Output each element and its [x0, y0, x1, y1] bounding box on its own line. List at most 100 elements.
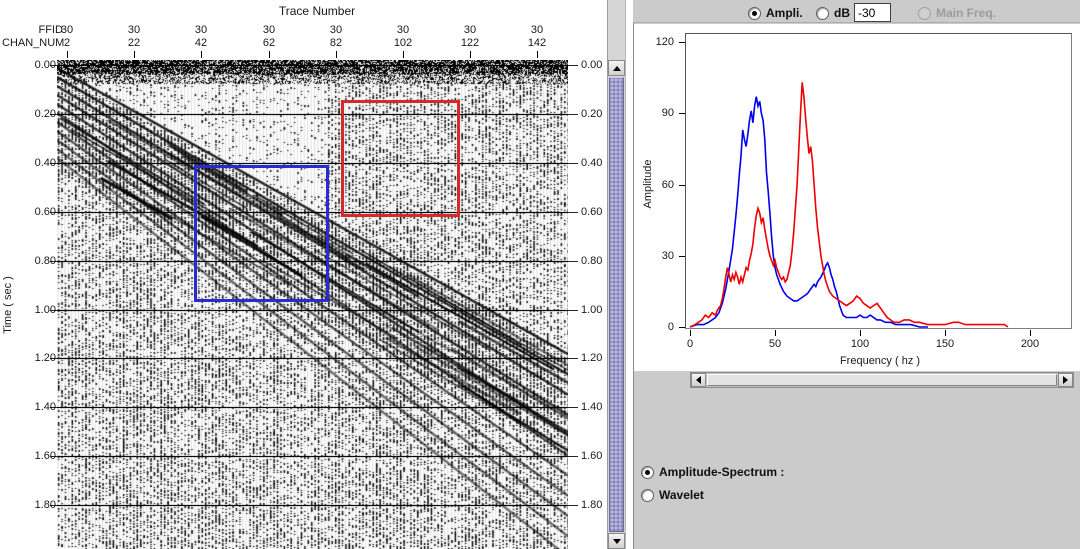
chart-x-tick: [775, 330, 776, 336]
chart-x-tick: [860, 330, 861, 336]
time-gridline: [50, 65, 578, 66]
ffid-value: 30: [194, 24, 208, 36]
trace-tick-mark: [336, 51, 337, 58]
chart-x-tick: [690, 330, 691, 336]
time-tick-label-right: 1.20: [581, 352, 603, 364]
spectrum-horizontal-scrollbar[interactable]: [690, 372, 1074, 388]
chan-num-value: 142: [527, 37, 547, 49]
db-radio[interactable]: [816, 7, 829, 20]
vertical-scrollbar-thumb[interactable]: [609, 77, 624, 532]
time-gridline: [50, 456, 578, 457]
trace-tick-mark: [201, 51, 202, 58]
chart-x-tick: [945, 330, 946, 336]
time-gridline: [50, 261, 578, 262]
main-freq-radio-label: Main Freq.: [936, 6, 997, 20]
arrow-right-icon: [1063, 376, 1068, 384]
time-tick-label-left: 0.20: [34, 108, 56, 120]
main-freq-radio: [918, 7, 931, 20]
db-radio-label: dB: [834, 6, 850, 20]
time-tick-label-right: 1.40: [581, 401, 603, 413]
time-tick-label-right: 1.60: [581, 450, 603, 462]
chart-x-tick-label: 150: [935, 338, 955, 350]
chart-x-axis-title: Frequency ( hz ): [839, 355, 921, 367]
chan-num-value: 122: [460, 37, 480, 49]
trace-tick-mark: [67, 51, 68, 58]
time-gridline: [50, 505, 578, 506]
wavelet-radio[interactable]: [641, 489, 654, 502]
chart-y-tick-label: 30: [661, 250, 674, 262]
ffid-row-label: FFID: [38, 24, 63, 36]
chan-num-value: 2: [63, 37, 71, 49]
scroll-down-button[interactable]: [608, 533, 625, 549]
time-tick-label-left: 1.40: [34, 401, 56, 413]
selection-box-blue[interactable]: [194, 165, 329, 302]
db-threshold-input[interactable]: [854, 3, 891, 22]
red-spectrum-curve: [689, 82, 1009, 328]
selection-box-red[interactable]: [341, 100, 460, 217]
ffid-value: 30: [530, 24, 544, 36]
chart-x-tick: [1030, 330, 1031, 336]
scroll-up-button[interactable]: [608, 60, 625, 76]
seismic-vertical-scrollbar[interactable]: [607, 0, 626, 549]
trace-tick-mark: [403, 51, 404, 58]
time-tick-label-right: 1.00: [581, 304, 603, 316]
time-tick-label-left: 0.60: [34, 206, 56, 218]
time-gridline: [50, 212, 578, 213]
time-gridline: [50, 407, 578, 408]
chart-x-tick-label: 100: [850, 338, 870, 350]
trace-tick-mark: [134, 51, 135, 58]
time-tick-label-left: 1.60: [34, 450, 56, 462]
blue-spectrum-curve: [689, 96, 928, 328]
chart-x-tick-label: 200: [1020, 338, 1040, 350]
seismic-trace-display[interactable]: [57, 60, 568, 549]
time-gridline: [50, 163, 578, 164]
seismic-panel: Trace Number FFID CHAN_NUM 30 2 30 22 30 42 30…: [2, 5, 603, 549]
chart-x-tick-label: 50: [768, 338, 782, 350]
wavelet-radio-label: Wavelet: [659, 488, 704, 502]
amplitude-spectrum-radio-label: Amplitude-Spectrum :: [659, 465, 785, 479]
chan-num-value: 62: [262, 37, 276, 49]
time-tick-label-left: 1.80: [34, 499, 56, 511]
time-tick-label-right: 0.80: [581, 255, 603, 267]
time-tick-label-left: 1.20: [34, 352, 56, 364]
scroll-left-button[interactable]: [691, 373, 706, 387]
chart-y-tick: [679, 113, 685, 114]
chan-num-value: 22: [127, 37, 141, 49]
time-tick-label-right: 0.00: [581, 59, 603, 71]
arrow-left-icon: [696, 376, 701, 384]
time-tick-label-left: 0.40: [34, 157, 56, 169]
ampli-radio[interactable]: [748, 7, 761, 20]
time-tick-label-left: 0.80: [34, 255, 56, 267]
ffid-value: 30: [329, 24, 343, 36]
chart-y-tick: [679, 256, 685, 257]
trace-tick-mark: [269, 51, 270, 58]
chan-num-value: 42: [194, 37, 208, 49]
chart-y-tick-label: 0: [667, 321, 674, 333]
time-tick-label-right: 0.60: [581, 206, 603, 218]
time-tick-label-left: 0.00: [34, 59, 56, 71]
amplitude-spectrum-radio[interactable]: [641, 466, 654, 479]
scroll-right-button[interactable]: [1058, 373, 1073, 387]
chan-num-value: 102: [393, 37, 413, 49]
trace-tick-mark: [470, 51, 471, 58]
chart-y-tick-label: 120: [655, 36, 674, 48]
horizontal-scrollbar-thumb[interactable]: [707, 374, 1057, 386]
panel-divider: [627, 0, 633, 549]
chan-num-row-label: CHAN_NUM: [2, 37, 65, 49]
time-tick-label-left: 1.00: [34, 304, 56, 316]
time-gridline: [50, 310, 578, 311]
time-tick-label-right: 0.20: [581, 108, 603, 120]
chan-num-value: 82: [329, 37, 343, 49]
chart-y-tick-label: 60: [661, 179, 674, 191]
ffid-value: 30: [60, 24, 74, 36]
chart-y-tick-label: 90: [661, 107, 674, 119]
spectrum-curves: [689, 82, 1009, 328]
spectrum-plot-frame: [685, 33, 1072, 329]
chart-y-axis-title: Amplitude: [642, 159, 654, 209]
arrow-up-icon: [612, 65, 621, 71]
ffid-value: 30: [127, 24, 141, 36]
chart-y-tick: [679, 42, 685, 43]
time-tick-label-right: 1.80: [581, 499, 603, 511]
time-tick-label-right: 0.40: [581, 157, 603, 169]
